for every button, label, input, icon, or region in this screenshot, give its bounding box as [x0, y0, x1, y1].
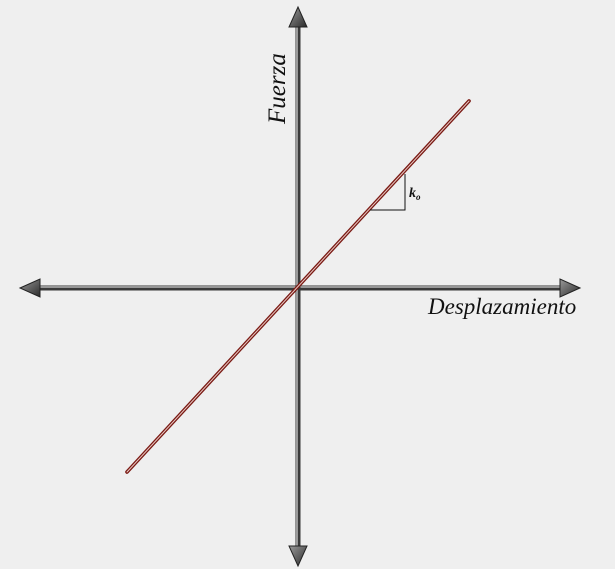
slope-label: ko	[409, 186, 421, 202]
linear-response-line	[125, 99, 471, 474]
slope-symbol: k	[409, 186, 416, 201]
x-axis-right-arrow-icon	[559, 278, 582, 298]
x-axis-label: Desplazamiento	[427, 294, 576, 319]
y-axis-label: Fuerza	[264, 53, 291, 125]
slope-triangle	[370, 174, 406, 211]
y-axis-bottom-arrow-icon	[288, 545, 308, 568]
y-axis-top-arrow-icon	[288, 5, 308, 28]
slope-subscript: o	[416, 192, 421, 202]
x-axis-left-arrow-icon	[18, 278, 41, 298]
